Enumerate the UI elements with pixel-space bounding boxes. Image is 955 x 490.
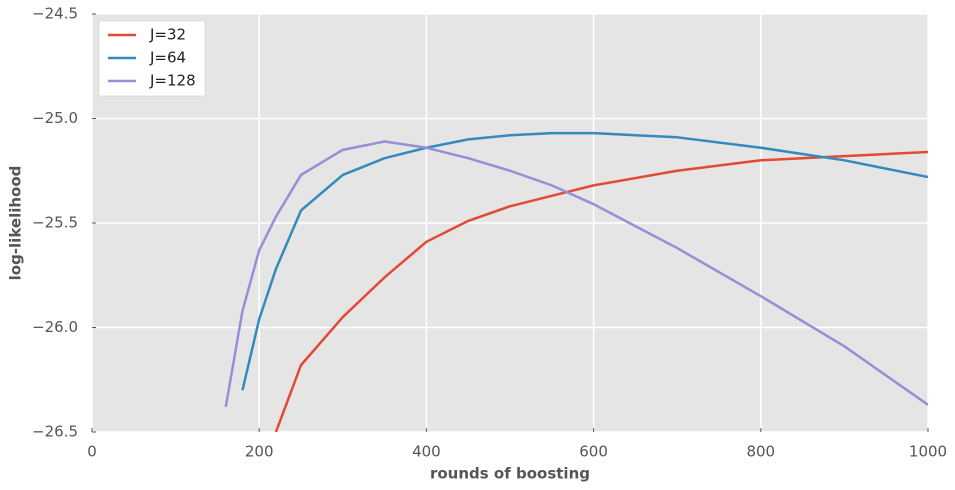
y-tick-label: −24.5 xyxy=(32,5,78,23)
data-line xyxy=(274,150,928,432)
x-axis-label: rounds of boosting xyxy=(430,465,590,483)
x-tick-label: 400 xyxy=(412,443,441,461)
x-tick-label: 600 xyxy=(579,443,608,461)
x-tick-label: 0 xyxy=(87,443,97,461)
x-tick-label: 800 xyxy=(746,443,775,461)
legend-label: J=64 xyxy=(149,49,186,67)
y-tick-label: −25.5 xyxy=(32,214,78,232)
data-line xyxy=(224,140,928,408)
legend-label: J=32 xyxy=(149,26,186,44)
y-tick-label: −26.5 xyxy=(32,423,78,441)
y-tick-label: −26.0 xyxy=(32,318,78,336)
x-tick-label: 1000 xyxy=(909,443,947,461)
y-tick-label: −25.0 xyxy=(32,109,78,127)
data-line xyxy=(241,131,928,391)
legend-label: J=128 xyxy=(149,72,196,90)
x-tick-label: 200 xyxy=(245,443,274,461)
y-axis-label: log-likelihood xyxy=(7,166,25,281)
